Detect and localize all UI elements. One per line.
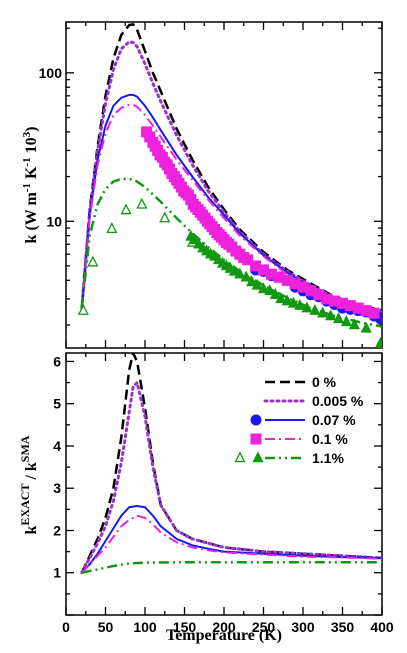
data-point-1-1-filled <box>264 284 276 296</box>
data-point-1-1-filled <box>281 294 293 306</box>
legend-label: 1.1% <box>312 450 344 466</box>
data-point-1-1-open <box>159 211 171 223</box>
legend-marker-triangle <box>234 451 246 463</box>
bottom-x-tick-label: 350 <box>331 619 355 635</box>
data-point-1-1-filled <box>340 315 353 327</box>
bottom-x-tick-label: 50 <box>98 619 114 635</box>
data-point-1-1-filled <box>246 275 258 287</box>
bottom-x-tick-label: 300 <box>291 619 315 635</box>
data-point-1-1-filled <box>309 304 321 315</box>
bottom-y-tick-label: 4 <box>53 438 61 454</box>
data-point-1-1-open <box>106 222 118 234</box>
top-axis-ticks: 10 100 <box>39 22 383 348</box>
data-point-1-1-filled <box>325 309 337 321</box>
bottom-x-tick-label: 100 <box>133 619 157 635</box>
data-point-1-1-open <box>120 203 132 215</box>
top-series-1-1 <box>80 177 382 328</box>
data-point-1-1-filled <box>360 321 372 333</box>
data-point-1-1-filled <box>348 318 360 330</box>
data-point-1-1-filled <box>294 299 306 310</box>
top-series-0 <box>80 23 382 312</box>
top-y-tick-label: 100 <box>39 65 63 81</box>
top-y-tick-label: 10 <box>46 213 62 229</box>
top-plot-area <box>77 23 382 348</box>
data-point-0-1 <box>368 307 380 319</box>
data-point-1-1-filled <box>275 292 287 304</box>
bottom-series-1-1 <box>81 560 382 574</box>
data-point-1-1-open <box>87 255 99 267</box>
data-point-1-1-filled <box>269 288 281 299</box>
data-point-1-1-filled <box>374 336 382 348</box>
legend-marker-square <box>250 433 262 445</box>
data-point-1-1-filled <box>240 270 252 282</box>
bottom-x-tick-label: 250 <box>252 619 276 635</box>
top-series-0-005 <box>80 40 382 314</box>
bottom-series-0-1 <box>81 514 382 574</box>
legend-label: 0.07 % <box>312 412 356 428</box>
x-axis-title: Temperature (K) <box>166 627 282 644</box>
data-point-1-1-filled <box>287 296 300 308</box>
bottom-y-tick-label: 6 <box>53 353 61 369</box>
data-point-1-1-filled <box>257 282 270 294</box>
bottom-x-tick-label: 150 <box>173 619 197 635</box>
legend-marker-circle <box>250 414 262 426</box>
bottom-series-0-005 <box>80 379 382 575</box>
data-point-1-1-filled <box>234 267 246 279</box>
bottom-y-tick-label: 5 <box>53 396 61 412</box>
bottom-x-tick-label: 200 <box>212 619 236 635</box>
legend: 0 % 0.005 % 0.07 % 0.1 % 1.1% <box>234 374 364 466</box>
data-point-1-1-filled <box>228 264 240 276</box>
data-point-0-1 <box>242 254 254 266</box>
legend-label: 0 % <box>312 374 337 390</box>
bottom-y-tick-label: 1 <box>53 565 61 581</box>
bottom-plot-area <box>80 353 382 575</box>
data-point-1-1-open <box>136 197 148 209</box>
legend-marker-triangle <box>252 451 264 463</box>
top-series-0-1 <box>80 103 382 316</box>
data-point-1-1-filled <box>301 301 313 313</box>
legend-label: 0.1 % <box>312 431 348 447</box>
bottom-series-0-07 <box>81 504 382 574</box>
bottom-x-tick-label: 0 <box>62 619 70 635</box>
data-point-1-1-filled <box>332 312 345 324</box>
legend-label: 0.005 % <box>312 393 364 409</box>
data-point-1-1-filled <box>317 306 329 318</box>
bottom-y-axis-title: kEXACT / kSMA <box>18 435 40 534</box>
bottom-x-tick-label: 400 <box>370 619 394 635</box>
bottom-y-tick-label: 2 <box>53 522 61 538</box>
bottom-axis-ticks: 1 2 3 4 5 6 0 50 100 150 200 250 300 350 400 <box>53 353 394 635</box>
data-point-1-1-open <box>77 304 89 315</box>
top-y-axis-title: k (W m-1 K-1 103) <box>21 127 40 244</box>
top-series-0-07 <box>80 93 382 315</box>
bottom-y-tick-label: 3 <box>53 480 61 496</box>
data-point-1-1-filled <box>251 278 263 290</box>
